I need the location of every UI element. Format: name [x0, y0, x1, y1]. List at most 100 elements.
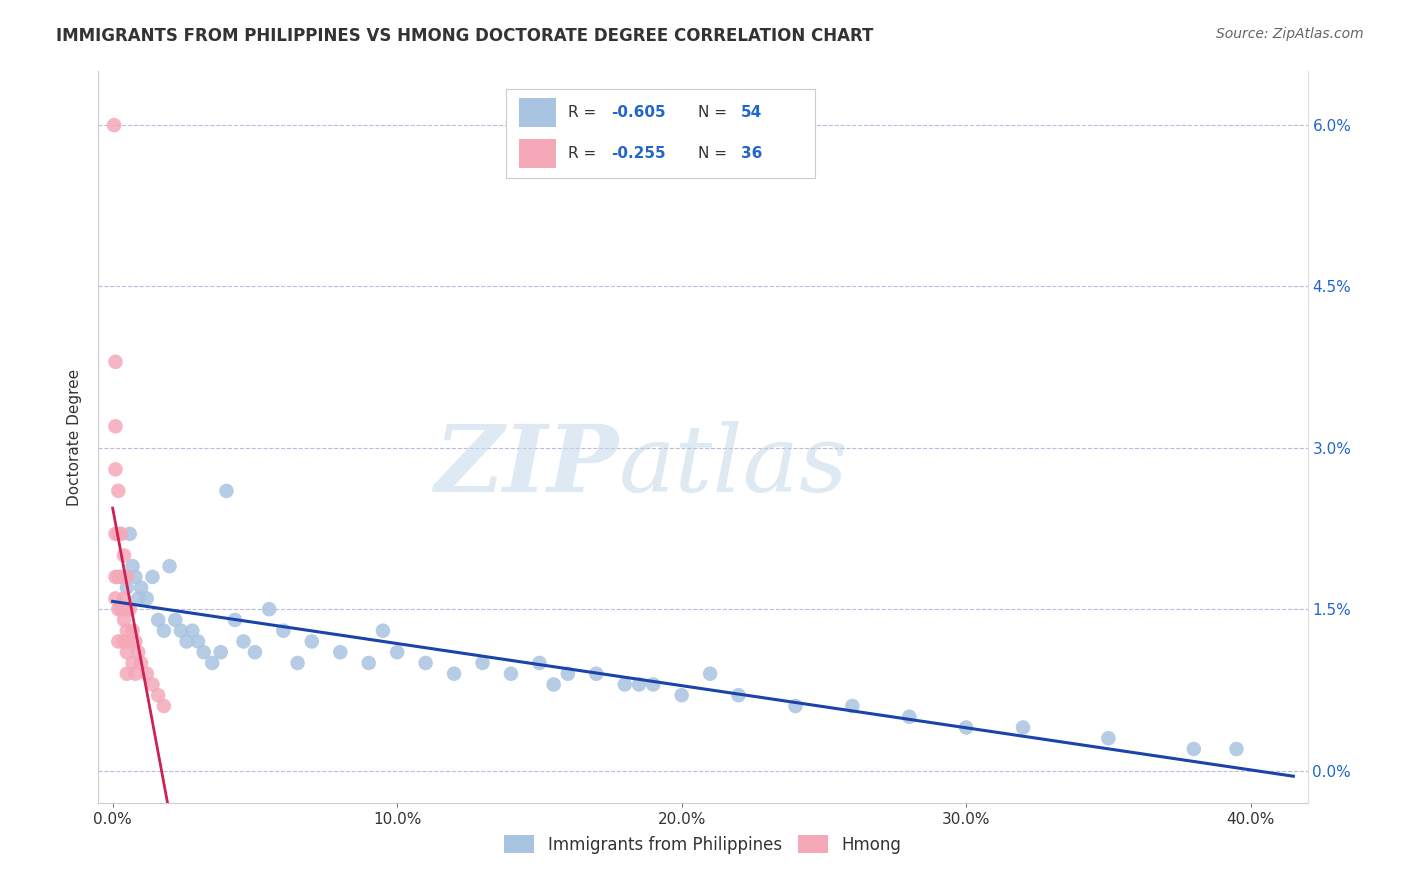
Point — [301, 634, 323, 648]
Point — [135, 666, 157, 681]
Point — [1097, 731, 1119, 746]
Point — [224, 613, 246, 627]
Point — [329, 645, 352, 659]
Point — [118, 634, 141, 648]
Point — [209, 645, 232, 659]
Point — [287, 656, 309, 670]
Point — [273, 624, 295, 638]
Point — [115, 624, 138, 638]
Point — [841, 698, 863, 713]
Point — [243, 645, 266, 659]
Text: ZIP: ZIP — [434, 421, 619, 511]
Point — [112, 613, 135, 627]
Point — [153, 698, 176, 713]
Point — [215, 483, 238, 498]
Point — [115, 602, 138, 616]
Point — [193, 645, 215, 659]
Text: N =: N = — [697, 105, 731, 120]
Point — [141, 677, 163, 691]
Point — [112, 549, 135, 563]
Text: IMMIGRANTS FROM PHILIPPINES VS HMONG DOCTORATE DEGREE CORRELATION CHART: IMMIGRANTS FROM PHILIPPINES VS HMONG DOC… — [56, 27, 873, 45]
Point — [1182, 742, 1205, 756]
Point — [153, 624, 176, 638]
Point — [121, 656, 143, 670]
Point — [104, 591, 127, 606]
Point — [104, 355, 127, 369]
Point — [104, 570, 127, 584]
Text: atlas: atlas — [619, 421, 848, 511]
Point — [115, 570, 138, 584]
FancyBboxPatch shape — [519, 98, 555, 127]
Point — [187, 634, 209, 648]
Point — [115, 581, 138, 595]
Point — [499, 666, 522, 681]
Point — [643, 677, 665, 691]
Point — [443, 666, 465, 681]
Text: 54: 54 — [741, 105, 762, 120]
Text: -0.605: -0.605 — [612, 105, 666, 120]
Point — [415, 656, 437, 670]
Point — [107, 602, 129, 616]
Point — [176, 634, 198, 648]
Point — [543, 677, 565, 691]
Point — [232, 634, 254, 648]
Point — [118, 527, 141, 541]
Point — [257, 602, 280, 616]
Text: 36: 36 — [741, 146, 762, 161]
Point — [103, 118, 125, 132]
Point — [371, 624, 394, 638]
Point — [1225, 742, 1247, 756]
Point — [110, 527, 132, 541]
Text: R =: R = — [568, 105, 602, 120]
Point — [107, 634, 129, 648]
Text: Source: ZipAtlas.com: Source: ZipAtlas.com — [1216, 27, 1364, 41]
Point — [104, 462, 127, 476]
Point — [107, 527, 129, 541]
Point — [898, 710, 921, 724]
Text: -0.255: -0.255 — [612, 146, 666, 161]
Y-axis label: Doctorate Degree: Doctorate Degree — [67, 368, 83, 506]
Point — [129, 581, 152, 595]
Text: R =: R = — [568, 146, 602, 161]
Point — [112, 591, 135, 606]
Point — [115, 645, 138, 659]
Text: N =: N = — [697, 146, 731, 161]
Point — [585, 666, 607, 681]
Point — [127, 591, 149, 606]
Point — [146, 613, 169, 627]
Legend: Immigrants from Philippines, Hmong: Immigrants from Philippines, Hmong — [498, 829, 908, 860]
Point — [170, 624, 193, 638]
Point — [165, 613, 187, 627]
Point — [357, 656, 380, 670]
Point — [124, 634, 146, 648]
Point — [627, 677, 650, 691]
Point — [135, 591, 157, 606]
Point — [671, 688, 693, 702]
Point — [107, 483, 129, 498]
Point — [124, 570, 146, 584]
Point — [529, 656, 551, 670]
Point — [785, 698, 807, 713]
Point — [181, 624, 204, 638]
Point — [104, 527, 127, 541]
Point — [727, 688, 749, 702]
Point — [1012, 721, 1035, 735]
Point — [141, 570, 163, 584]
Point — [104, 419, 127, 434]
Point — [613, 677, 636, 691]
Point — [471, 656, 494, 670]
Point — [699, 666, 721, 681]
Point — [557, 666, 579, 681]
Point — [146, 688, 169, 702]
Point — [107, 570, 129, 584]
Point — [118, 602, 141, 616]
Point — [121, 624, 143, 638]
Point — [124, 666, 146, 681]
Point — [110, 602, 132, 616]
Point — [110, 570, 132, 584]
Point — [127, 645, 149, 659]
Point — [159, 559, 181, 574]
Point — [385, 645, 408, 659]
FancyBboxPatch shape — [519, 139, 555, 168]
Point — [955, 721, 977, 735]
